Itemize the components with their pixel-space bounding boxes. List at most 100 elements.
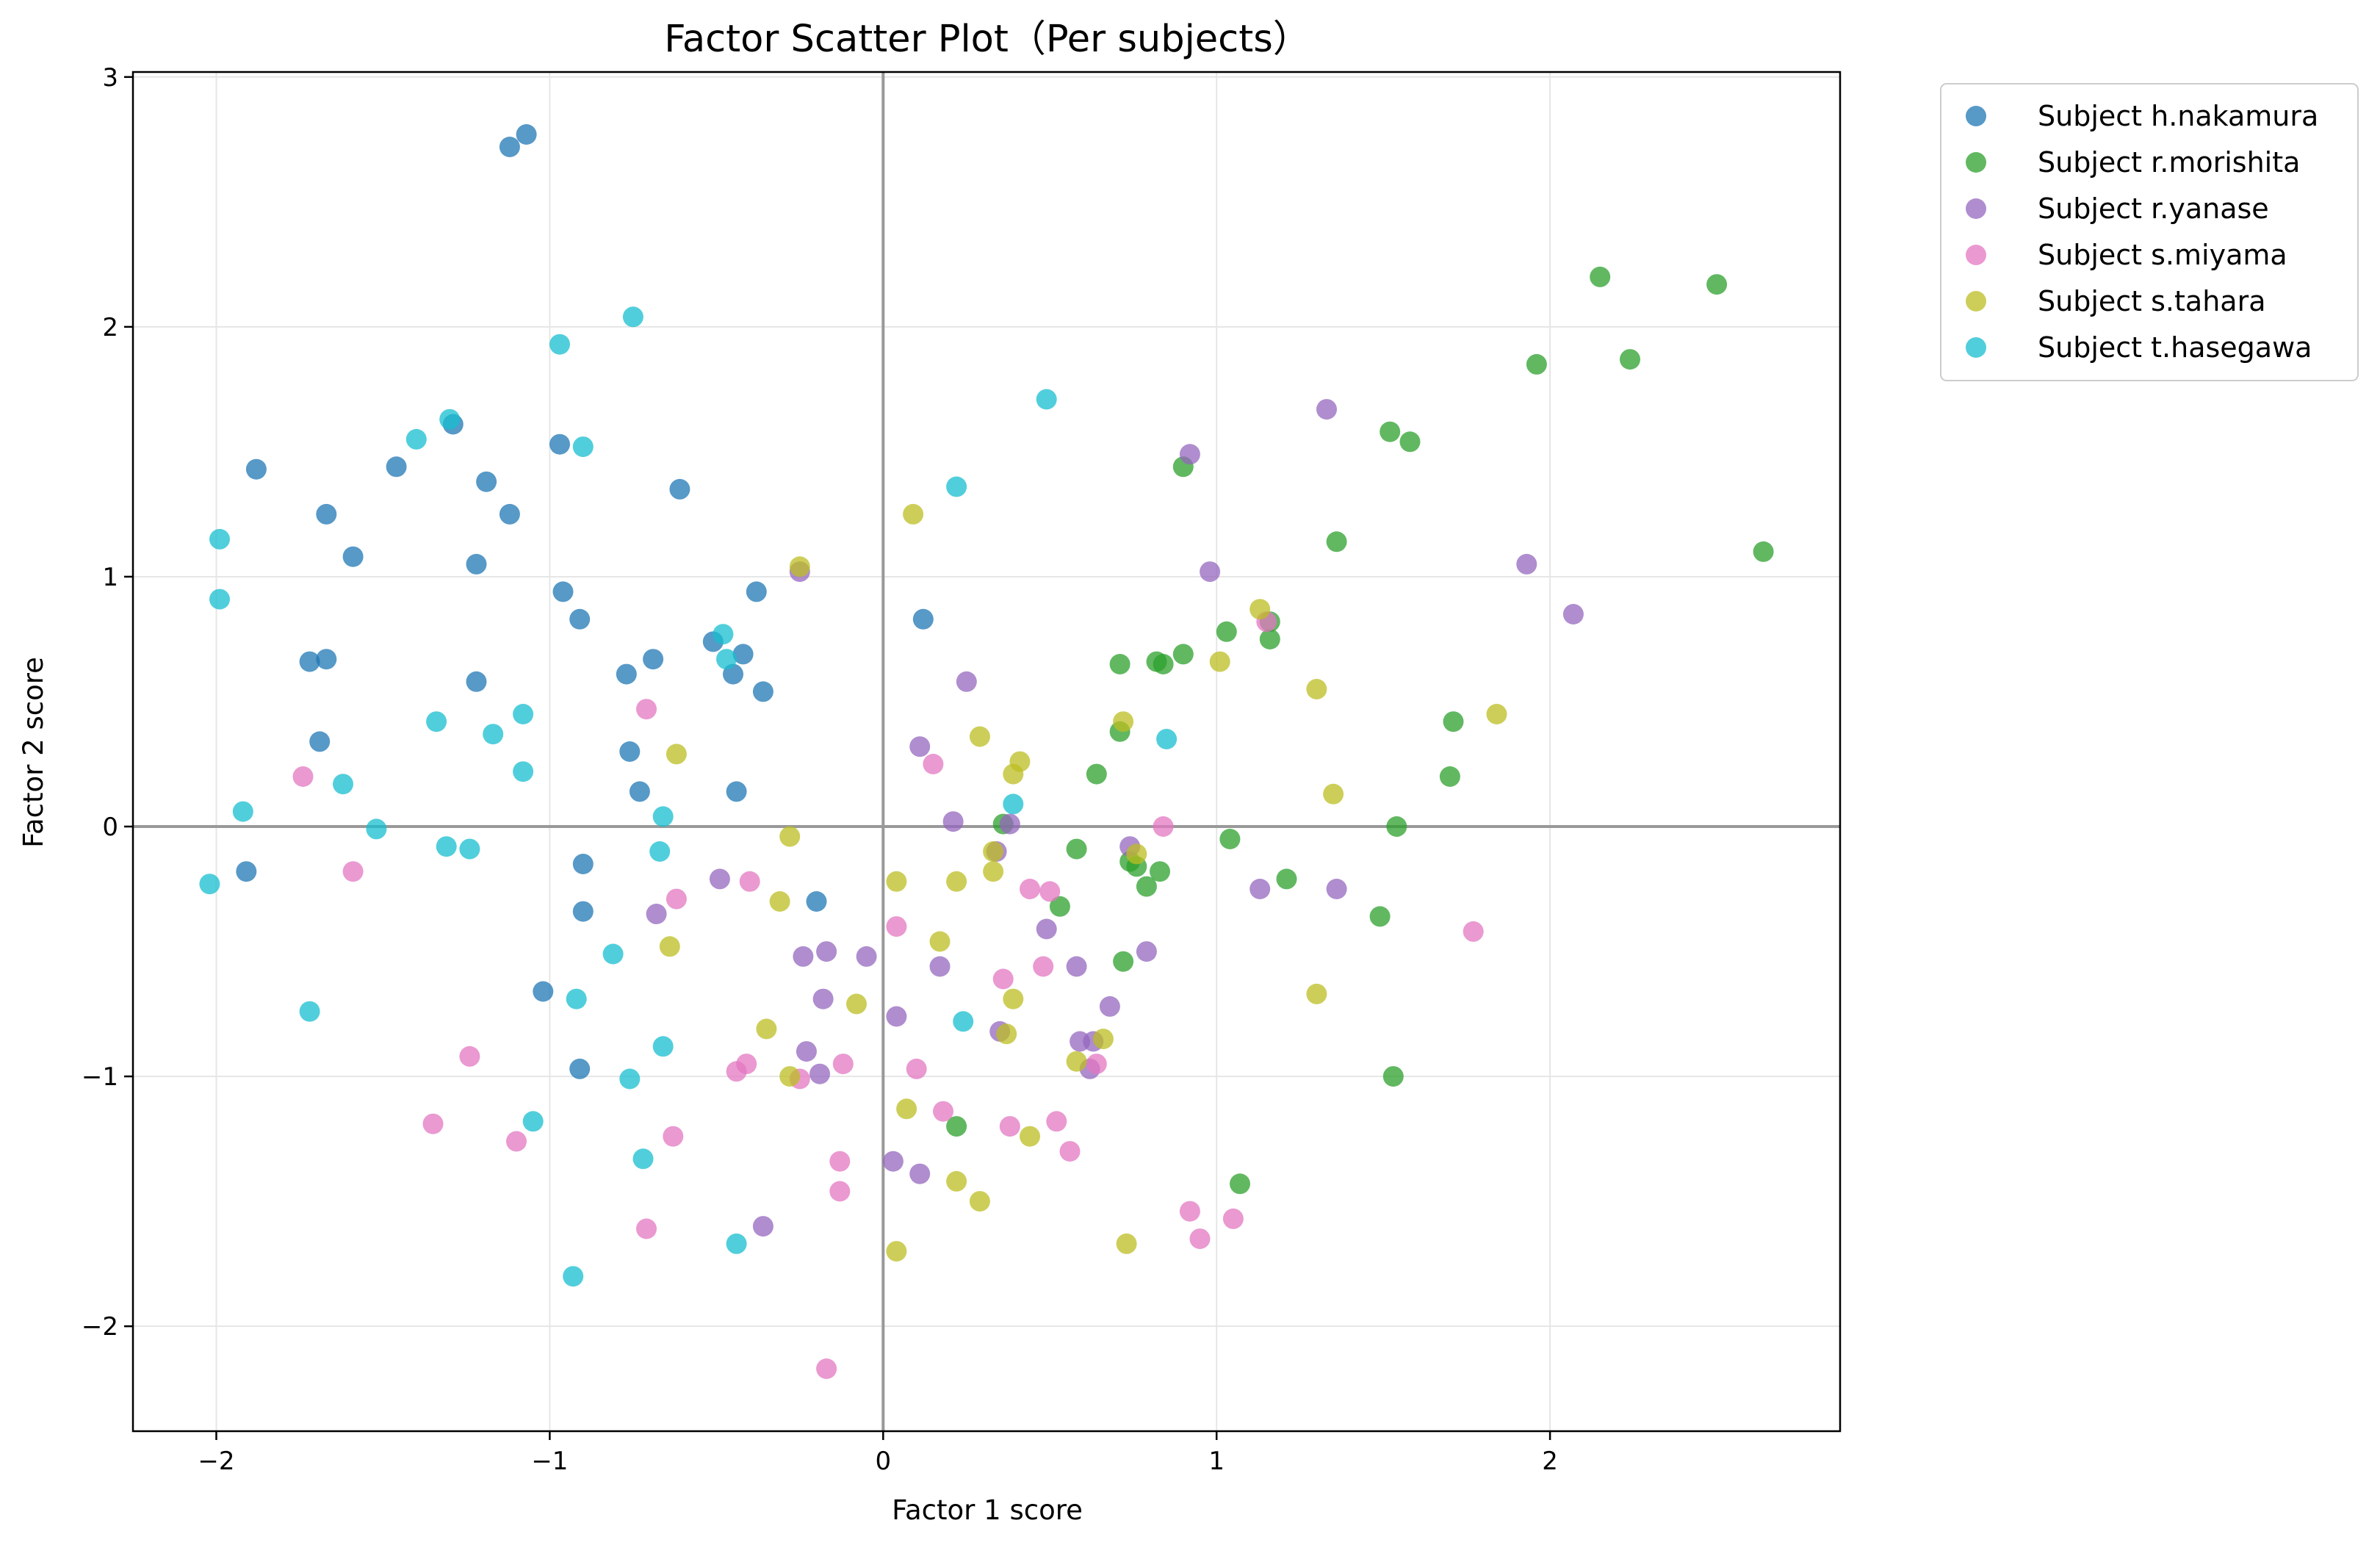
legend: Subject h.nakamura Subject r.morishita Sub… [1940,83,2359,381]
scatter-point [522,1111,544,1132]
scatter-point [1036,918,1057,940]
scatter-point [499,503,520,525]
scatter-point [292,766,314,787]
legend-entry: Subject t.hasegawa [2038,331,2312,364]
scatter-point [422,1113,444,1134]
scatter-point [829,1151,851,1172]
scatter-point [1059,1141,1081,1162]
legend-marker [1966,152,1986,173]
x-tick-label: 2 [1542,1447,1558,1476]
scatter-point [912,608,934,630]
scatter-point [643,649,664,670]
scatter-point [812,988,834,1009]
scatter-point [906,1058,927,1079]
scatter-point [342,546,364,567]
scatter-point [1086,763,1107,785]
y-tick-label: −2 [82,1312,118,1342]
scatter-point [1216,621,1237,642]
scatter-point [1066,956,1087,977]
scatter-point [652,806,674,827]
scatter-point [999,813,1020,835]
scatter-point [1486,704,1507,724]
scatter-point [1250,879,1271,899]
scatter-point [622,306,643,328]
scatter-point [1620,349,1640,370]
scatter-point [1189,1228,1211,1250]
scatter-point [882,1151,904,1172]
scatter-point [483,724,504,745]
scatter-point [929,931,951,952]
scatter-point [903,503,924,525]
y-tick-label: 1 [102,563,118,592]
y-tick-label: 3 [102,63,118,93]
scatter-point [1046,1111,1067,1132]
legend-entry: Subject s.miyama [2038,239,2287,271]
scatter-point [366,818,387,840]
scatter-point [909,1163,931,1184]
scatter-point [513,704,534,724]
scatter-point [1380,421,1401,442]
scatter-point [1326,879,1347,899]
scatter-point [846,993,867,1015]
scatter-point [942,811,964,832]
scatter-point [756,1018,777,1040]
scatter-point [1590,266,1611,287]
scatter-point [386,456,407,478]
scatter-point [1003,988,1024,1009]
scatter-point [572,854,594,874]
scatter-point [886,916,907,937]
scatter-point [646,904,667,924]
scatter-point [506,1131,527,1152]
scatter-point [649,841,671,862]
scatter-point [552,581,574,602]
scatter-point [516,124,537,145]
scatter-point [632,1148,654,1170]
scatter-point [896,1098,917,1120]
scatter-point [1126,843,1147,865]
scatter-point [789,556,810,577]
scatter-point [572,436,594,458]
scatter-point [1219,829,1241,849]
y-axis-label: Factor 2 score [18,657,49,848]
scatter-point [629,781,650,802]
scatter-point [1439,766,1460,787]
scatter-point [309,731,331,752]
scatter-point [1036,389,1057,410]
scatter-point [1003,793,1024,815]
scatter-point [1526,353,1547,375]
scatter-point [1156,729,1178,749]
scatter-point [1306,679,1327,699]
scatter-point [1003,763,1024,785]
scatter-point [929,956,951,977]
scatter-point [1136,876,1157,897]
scatter-point [946,1116,967,1137]
scatter-point [666,888,687,910]
x-tick-label: −1 [531,1447,568,1476]
scatter-point [659,936,680,957]
scatter-point [436,836,457,857]
scatter-point [796,1041,817,1062]
scatter-point [1109,654,1130,674]
scatter-point [405,428,427,450]
scatter-point [829,1181,851,1202]
scatter-point [1562,604,1584,624]
scatter-point [946,1170,967,1192]
scatter-point [1136,941,1157,962]
scatter-point [1443,711,1464,732]
scatter-point [636,699,657,720]
scatter-point [1153,654,1174,674]
scatter-point [816,1358,837,1379]
scatter-point [713,624,734,645]
scatter-point [856,946,877,967]
legend-entry: Subject h.nakamura [2038,100,2318,132]
scatter-point [909,736,931,757]
scatter-point [1209,651,1230,672]
scatter-point [236,861,257,882]
scatter-point [1306,983,1327,1004]
y-tick-label: −1 [82,1062,118,1092]
scatter-point [569,608,591,630]
scatter-point [1113,951,1134,972]
scatter-point [969,1191,990,1212]
scatter-point [1092,1029,1114,1050]
